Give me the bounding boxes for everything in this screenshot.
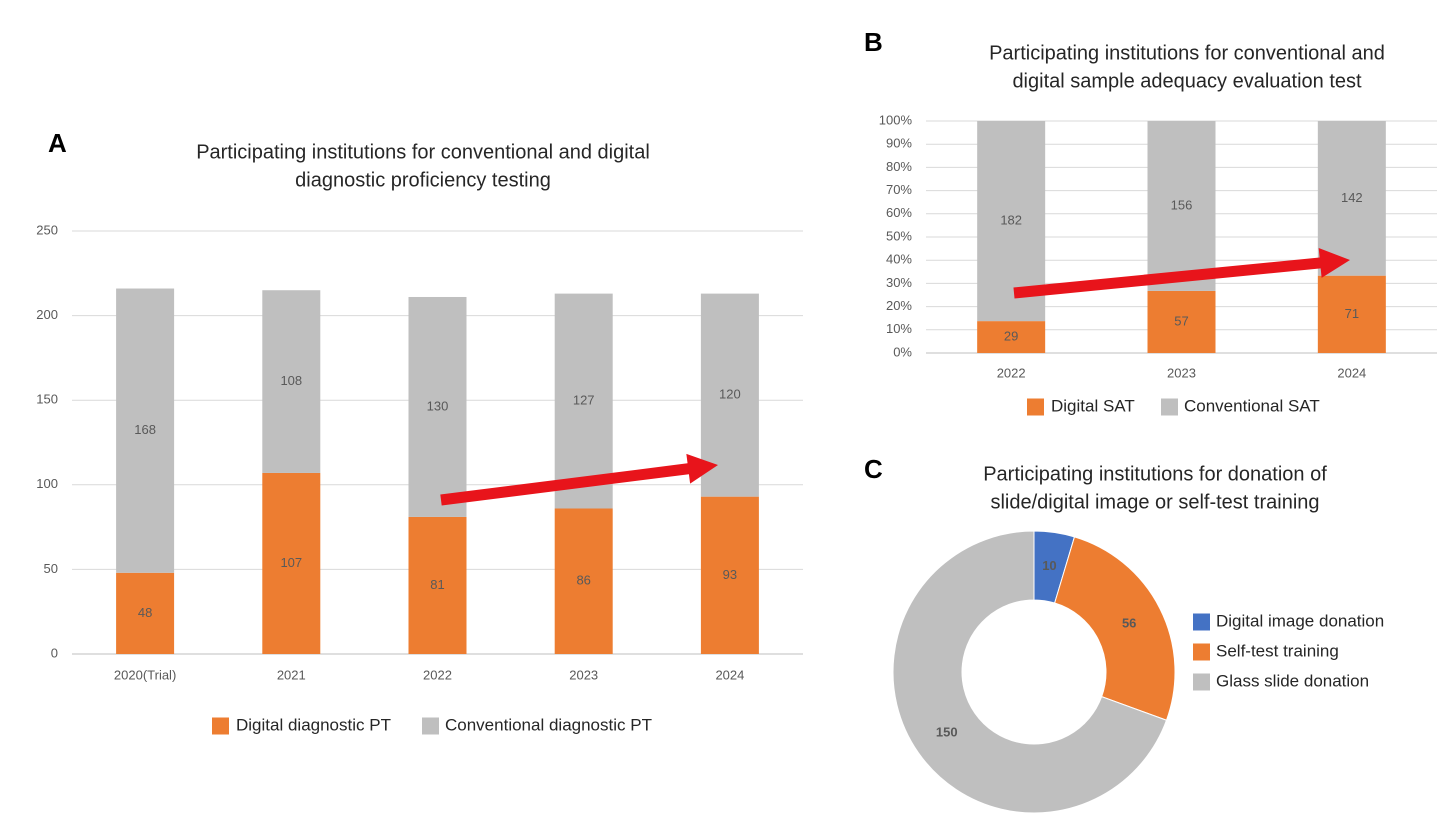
data-label: 71	[1345, 306, 1359, 321]
chart-title: digital sample adequacy evaluation test	[1012, 70, 1362, 92]
data-label: 48	[138, 605, 152, 620]
bar-segment	[1317, 275, 1386, 353]
bar-segment	[1147, 290, 1216, 353]
y-tick-label: 20%	[886, 298, 912, 313]
legend-swatch	[1027, 398, 1044, 416]
y-tick-label: 250	[36, 222, 58, 237]
y-tick-label: 90%	[886, 136, 912, 151]
x-tick-label: 2023	[569, 667, 598, 682]
x-tick-label: 2024	[1337, 365, 1366, 380]
y-tick-label: 100	[36, 476, 58, 491]
y-tick-label: 100%	[879, 112, 913, 127]
bar-segment	[116, 572, 175, 654]
bar-segment	[700, 496, 759, 654]
legend-label: Digital diagnostic PT	[236, 715, 391, 734]
data-label: 150	[936, 725, 958, 740]
trend-arrow	[1013, 248, 1350, 299]
bar-segment	[262, 472, 321, 654]
legend-label: Digital SAT	[1051, 396, 1135, 415]
data-label: 127	[573, 392, 595, 407]
panel-label: B	[864, 27, 883, 57]
legend-label: Conventional SAT	[1184, 396, 1320, 415]
donut-slice	[1054, 536, 1176, 721]
legend-swatch	[212, 717, 229, 735]
data-label: 93	[723, 567, 737, 582]
chart-title: Participating institutions for donation …	[983, 463, 1327, 485]
bar-segment	[1317, 121, 1386, 276]
bar-segment	[408, 296, 467, 517]
x-tick-label: 2020(Trial)	[114, 667, 176, 682]
y-tick-label: 60%	[886, 205, 912, 220]
panel-label: C	[864, 454, 883, 484]
legend-label: Conventional diagnostic PT	[445, 715, 652, 734]
data-label: 142	[1341, 190, 1363, 205]
bar-segment	[408, 516, 467, 654]
data-label: 10	[1042, 558, 1056, 573]
y-tick-label: 70%	[886, 182, 912, 197]
legend-swatch	[1193, 673, 1210, 691]
legend-swatch	[422, 717, 439, 735]
data-label: 56	[1122, 616, 1136, 631]
legend-swatch	[1193, 613, 1210, 631]
legend-swatch	[1161, 398, 1178, 416]
data-label: 168	[134, 422, 156, 437]
x-tick-label: 2022	[423, 667, 452, 682]
chart-title: slide/digital image or self-test trainin…	[990, 491, 1319, 513]
y-tick-label: 40%	[886, 252, 912, 267]
data-label: 81	[430, 577, 444, 592]
y-tick-label: 50%	[886, 228, 912, 243]
y-tick-label: 50	[44, 561, 58, 576]
bar-segment	[554, 508, 613, 654]
bar-segment	[977, 321, 1046, 353]
bar-segment	[116, 288, 175, 573]
y-tick-label: 10%	[886, 321, 912, 336]
data-label: 108	[280, 373, 302, 388]
data-label: 182	[1000, 212, 1022, 227]
trend-arrow	[440, 453, 718, 506]
data-label: 130	[427, 398, 449, 413]
data-label: 57	[1174, 313, 1188, 328]
chart-title: Participating institutions for conventio…	[196, 141, 650, 163]
y-tick-label: 0%	[893, 344, 912, 359]
x-tick-label: 2022	[997, 365, 1026, 380]
data-label: 156	[1171, 197, 1193, 212]
y-tick-label: 200	[36, 307, 58, 322]
data-label: 120	[719, 387, 741, 402]
x-tick-label: 2023	[1167, 365, 1196, 380]
legend-label: Self-test training	[1216, 641, 1339, 660]
chart-title: diagnostic proficiency testing	[295, 169, 551, 191]
bar-segment	[1147, 121, 1216, 291]
y-tick-label: 30%	[886, 275, 912, 290]
legend-swatch	[1193, 643, 1210, 661]
data-label: 86	[576, 573, 590, 588]
legend-label: Glass slide donation	[1216, 671, 1369, 690]
x-tick-label: 2024	[715, 667, 744, 682]
panel-label: A	[48, 128, 67, 158]
x-tick-label: 2021	[277, 667, 306, 682]
donut-slice	[892, 530, 1168, 814]
y-tick-label: 80%	[886, 159, 912, 174]
data-label: 107	[280, 555, 302, 570]
bar-segment	[554, 293, 613, 509]
y-tick-label: 150	[36, 392, 58, 407]
legend-label: Digital image donation	[1216, 611, 1384, 630]
chart-title: Participating institutions for conventio…	[989, 42, 1385, 64]
data-label: 29	[1004, 328, 1018, 343]
bar-segment	[262, 290, 321, 473]
y-tick-label: 0	[51, 645, 58, 660]
